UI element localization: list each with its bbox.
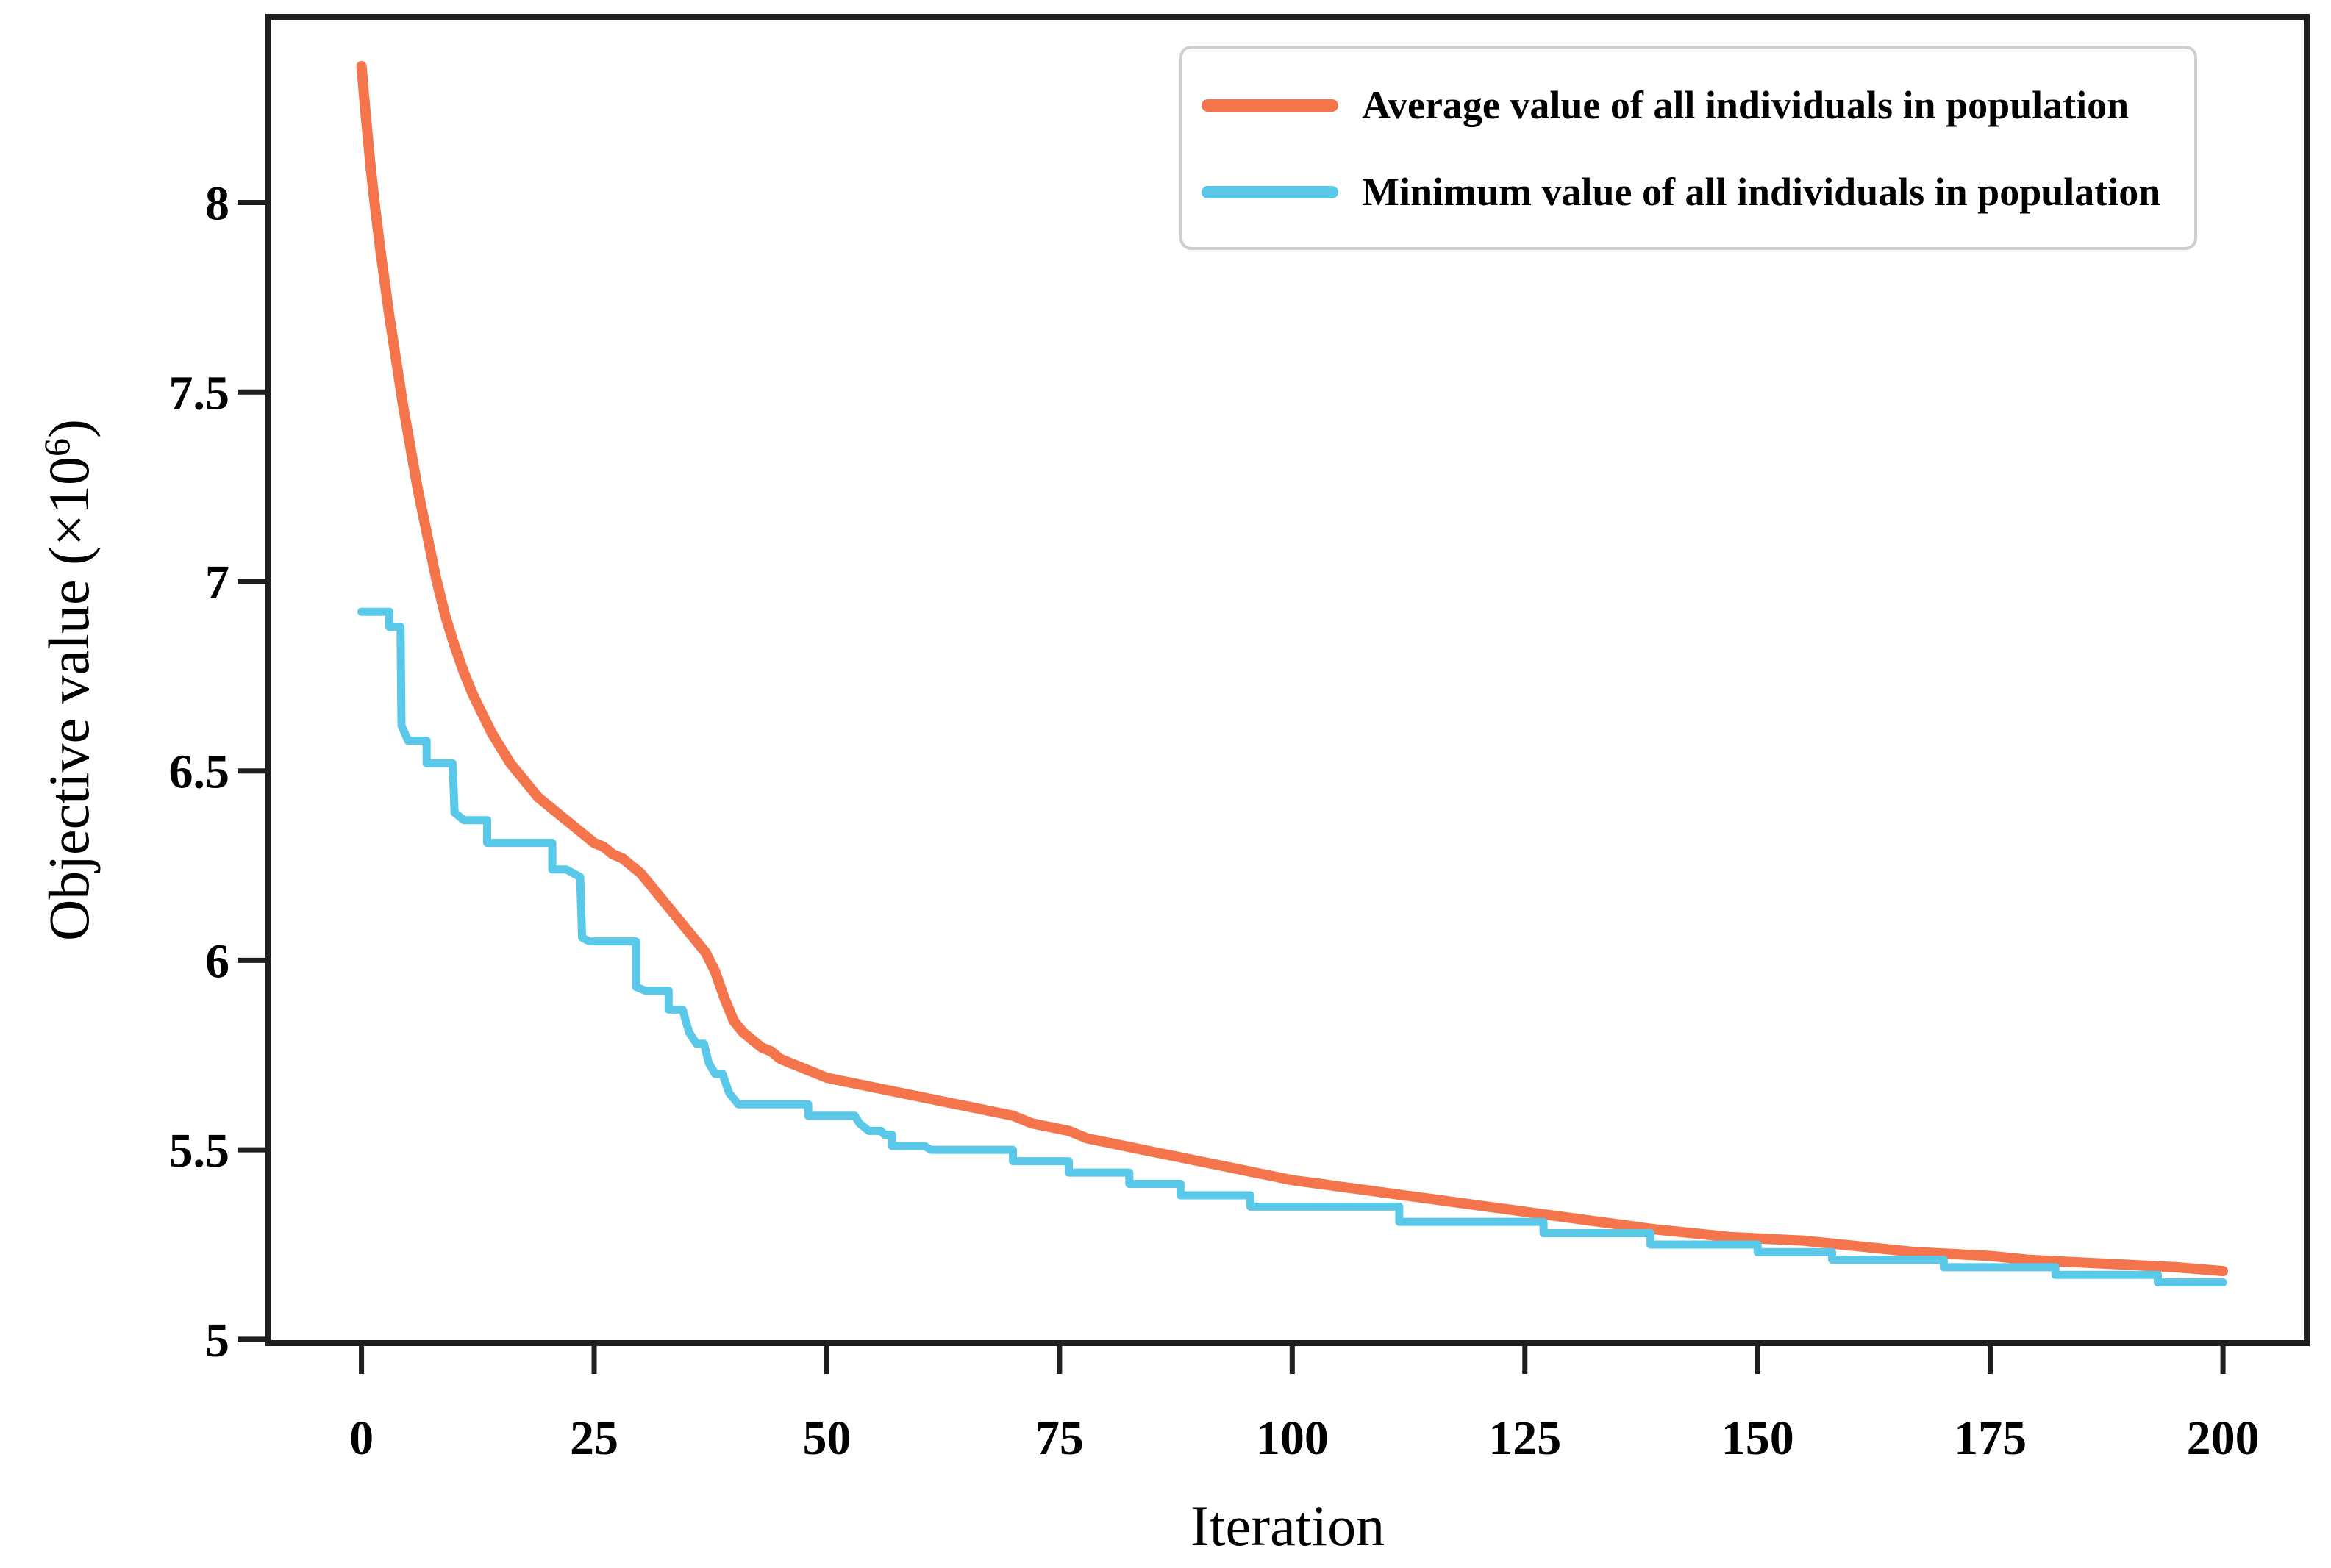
y-tick-label: 5.5	[169, 1124, 230, 1178]
y-axis-title: Objective value (×106)	[36, 419, 101, 941]
plot-border	[265, 14, 2310, 1346]
x-tick-label: 200	[2187, 1411, 2260, 1465]
x-tick-labels: 0 25 50 75 100 125 150 175 200	[349, 1411, 2260, 1465]
x-tick-label: 0	[349, 1411, 374, 1465]
y-axis-ticks	[238, 200, 268, 1342]
x-tick-label: 50	[802, 1411, 851, 1465]
legend-label-average: Average value of all individuals in popu…	[1362, 83, 2130, 127]
x-tick-label: 100	[1256, 1411, 1329, 1465]
legend-item-minimum: Minimum value of all individuals in popu…	[1202, 169, 2160, 215]
x-tick-label: 125	[1488, 1411, 1561, 1465]
y-tick-label: 6	[205, 934, 229, 988]
x-tick-label: 175	[1954, 1411, 2027, 1465]
y-tick-label: 8	[205, 177, 229, 231]
minimum-line-swatch	[1202, 185, 1338, 198]
average-value-line	[356, 61, 2229, 1277]
y-tick-label: 7.5	[169, 366, 230, 420]
y-axis-title-suffix: )	[37, 419, 101, 438]
y-tick-labels: 5 5.5 6 6.5 7 7.5 8	[169, 177, 230, 1367]
y-tick-label: 5	[205, 1314, 229, 1367]
legend-label-minimum: Minimum value of all individuals in popu…	[1362, 170, 2161, 214]
legend: Average value of all individuals in popu…	[1179, 46, 2197, 250]
x-tick-label: 75	[1035, 1411, 1084, 1465]
average-line-swatch	[1202, 99, 1338, 112]
x-axis-ticks	[359, 1343, 2226, 1374]
series-lines	[356, 61, 2229, 1286]
x-axis-title: Iteration	[1191, 1494, 1385, 1558]
legend-item-average: Average value of all individuals in popu…	[1202, 82, 2129, 128]
minimum-value-line	[357, 607, 2227, 1286]
y-tick-label: 6.5	[169, 745, 230, 799]
x-tick-label: 25	[570, 1411, 618, 1465]
x-tick-label: 150	[1721, 1411, 1794, 1465]
y-axis-title-prefix: Objective value (×10	[37, 457, 101, 941]
y-axis-title-superscript: 6	[36, 438, 77, 457]
y-tick-label: 7	[205, 556, 229, 609]
